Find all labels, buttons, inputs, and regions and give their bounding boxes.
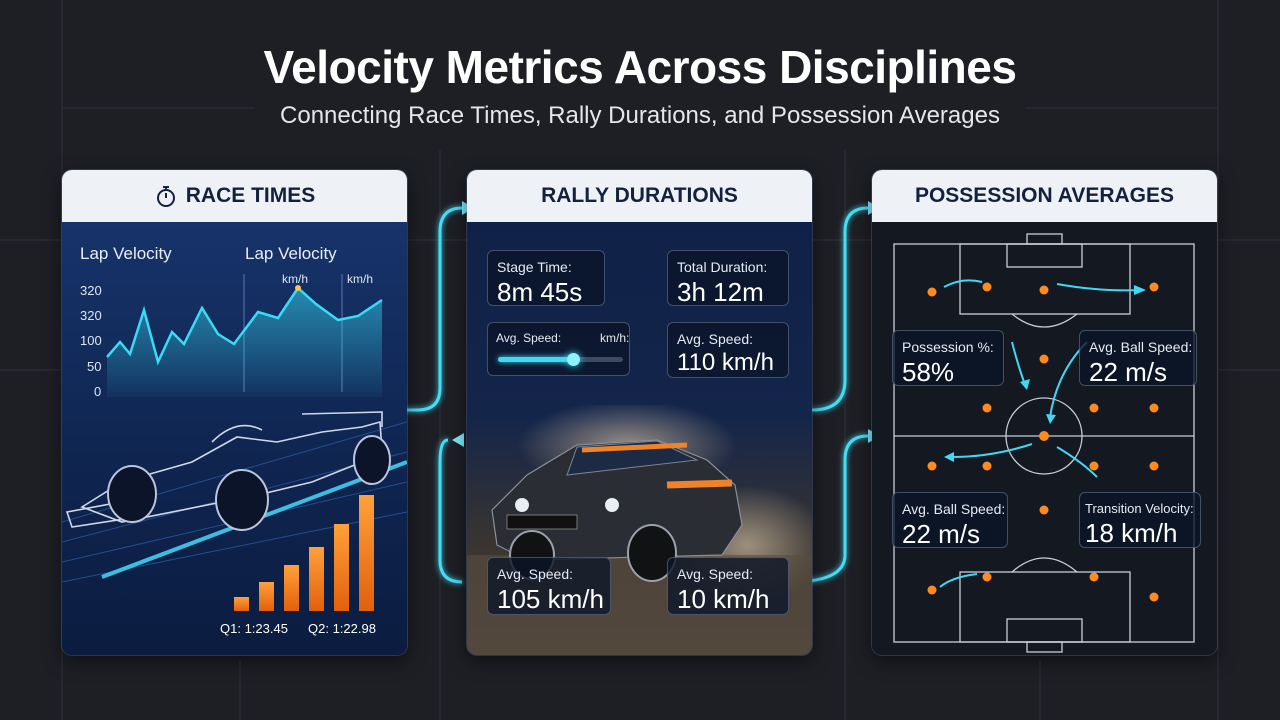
bar-3 — [284, 565, 299, 611]
slider-unit: km/h: — [600, 331, 630, 345]
connector-rally-to-poss-bottom — [789, 434, 869, 584]
soccer-pitch-diagram — [893, 233, 1195, 653]
possession-averages-header: POSSESSION AVERAGES — [872, 170, 1217, 222]
possession-averages-body: Possession %: 58% Avg. Ball Speed: 22 m/… — [872, 222, 1217, 655]
race-times-body: Lap Velocity Lap Velocity km/h km/h 320 … — [62, 222, 407, 655]
possession-averages-title: POSSESSION AVERAGES — [914, 184, 1175, 207]
rally-durations-panel: RALLY DURATIONS — [467, 170, 812, 655]
ball-speed-top-label: Avg. Ball Speed: — [1089, 339, 1193, 355]
rally-durations-body: Stage Time: 8m 45s Total Duration: 3h 12… — [467, 222, 812, 655]
bar-4 — [309, 547, 324, 611]
rally-durations-title: RALLY DURATIONS — [541, 184, 738, 207]
avg-speed-top-card: Avg. Speed: 110 km/h — [667, 322, 789, 378]
avg-speed-bottom-left-label: Avg. Speed: — [497, 566, 574, 582]
lap-velocity-label-1: Lap Velocity — [80, 244, 172, 263]
race-car-illustration — [62, 411, 407, 582]
avg-speed-slider-track[interactable] — [498, 353, 623, 366]
race-times-title: RACE TIMES — [185, 184, 316, 207]
avg-speed-top-value: 110 km/h — [677, 349, 774, 376]
avg-speed-bottom-left-card: Avg. Speed: 105 km/h — [487, 557, 611, 615]
transition-velocity-value: 18 km/h — [1085, 518, 1178, 548]
possession-percent-label: Possession %: — [902, 339, 994, 355]
rally-car-illustration — [467, 405, 812, 655]
unit-label-1: km/h — [282, 272, 309, 286]
slider-label: Avg. Speed: — [496, 331, 562, 345]
avg-speed-bottom-right-value: 10 km/h — [677, 584, 770, 614]
page-subtitle: Connecting Race Times, Rally Durations, … — [280, 102, 1000, 129]
possession-averages-panel: POSSESSION AVERAGES — [872, 170, 1217, 655]
movement-arrows — [939, 279, 1143, 588]
total-duration-label: Total Duration: — [677, 259, 768, 275]
y-tick-3: 100 — [80, 333, 102, 348]
page-title: Velocity Metrics Across Disciplines — [263, 41, 1017, 93]
rally-durations-header: RALLY DURATIONS — [467, 170, 812, 222]
possession-percent-card: Possession %: 58% — [892, 330, 1004, 387]
total-duration-value: 3h 12m — [677, 277, 764, 307]
player-dots — [927, 282, 1159, 602]
total-duration-card: Total Duration: 3h 12m — [667, 250, 789, 307]
avg-speed-slider-thumb[interactable] — [567, 353, 580, 366]
stage-time-card: Stage Time: 8m 45s — [487, 250, 605, 307]
lap-velocity-label-2: Lap Velocity — [245, 244, 337, 263]
race-times-panel: RACE TIMES Lap Velocity Lap Velocity km/… — [62, 170, 407, 655]
avg-speed-slider-fill — [498, 357, 573, 362]
avg-speed-bottom-left-value: 105 km/h — [497, 584, 604, 614]
quarter-bar-chart — [234, 495, 374, 611]
bar-2 — [259, 582, 274, 611]
lap-velocity-line-chart — [106, 274, 383, 397]
y-tick-5: 0 — [94, 384, 102, 399]
ball-speed-bottom-card: Avg. Ball Speed: 22 m/s — [892, 492, 1008, 549]
bar-6 — [359, 495, 374, 611]
stage-time-value: 8m 45s — [497, 277, 583, 307]
quarter-1-time: Q1: 1:23.45 — [220, 621, 288, 636]
connector-rally-to-poss-top — [811, 206, 869, 412]
y-tick-1: 320 — [80, 283, 102, 298]
ball-speed-bottom-label: Avg. Ball Speed: — [902, 501, 1006, 517]
ball-speed-top-card: Avg. Ball Speed: 22 m/s — [1079, 330, 1197, 387]
avg-speed-slider-card: Avg. Speed: km/h: — [487, 322, 630, 376]
transition-velocity-label: Transition Velocity: — [1085, 501, 1194, 516]
avg-speed-top-label: Avg. Speed: — [677, 331, 754, 347]
y-tick-2: 320 — [80, 308, 102, 323]
transition-velocity-card: Transition Velocity: 18 km/h — [1079, 492, 1201, 548]
bar-1 — [234, 597, 249, 611]
ball-speed-top-value: 22 m/s — [1089, 357, 1168, 387]
stage-time-label: Stage Time: — [497, 259, 572, 275]
race-times-header: RACE TIMES — [62, 170, 407, 222]
peak-marker — [295, 285, 301, 291]
quarter-2-time: Q2: 1:22.98 — [308, 621, 376, 636]
connector-race-to-rally-bottom — [438, 438, 463, 584]
ball-speed-bottom-value: 22 m/s — [902, 519, 981, 549]
connector-race-to-rally-top — [392, 206, 463, 412]
avg-speed-bottom-right-card: Avg. Speed: 10 km/h — [667, 557, 789, 615]
stopwatch-icon — [156, 186, 175, 207]
unit-label-2: km/h — [347, 272, 374, 286]
possession-percent-value: 58% — [902, 357, 955, 387]
lap-velocity-line — [106, 286, 383, 366]
arrow-head-2 — [452, 433, 464, 447]
lap-velocity-area — [107, 288, 382, 397]
y-tick-4: 50 — [87, 359, 102, 374]
avg-speed-bottom-right-label: Avg. Speed: — [677, 566, 754, 582]
bar-5 — [334, 524, 349, 611]
